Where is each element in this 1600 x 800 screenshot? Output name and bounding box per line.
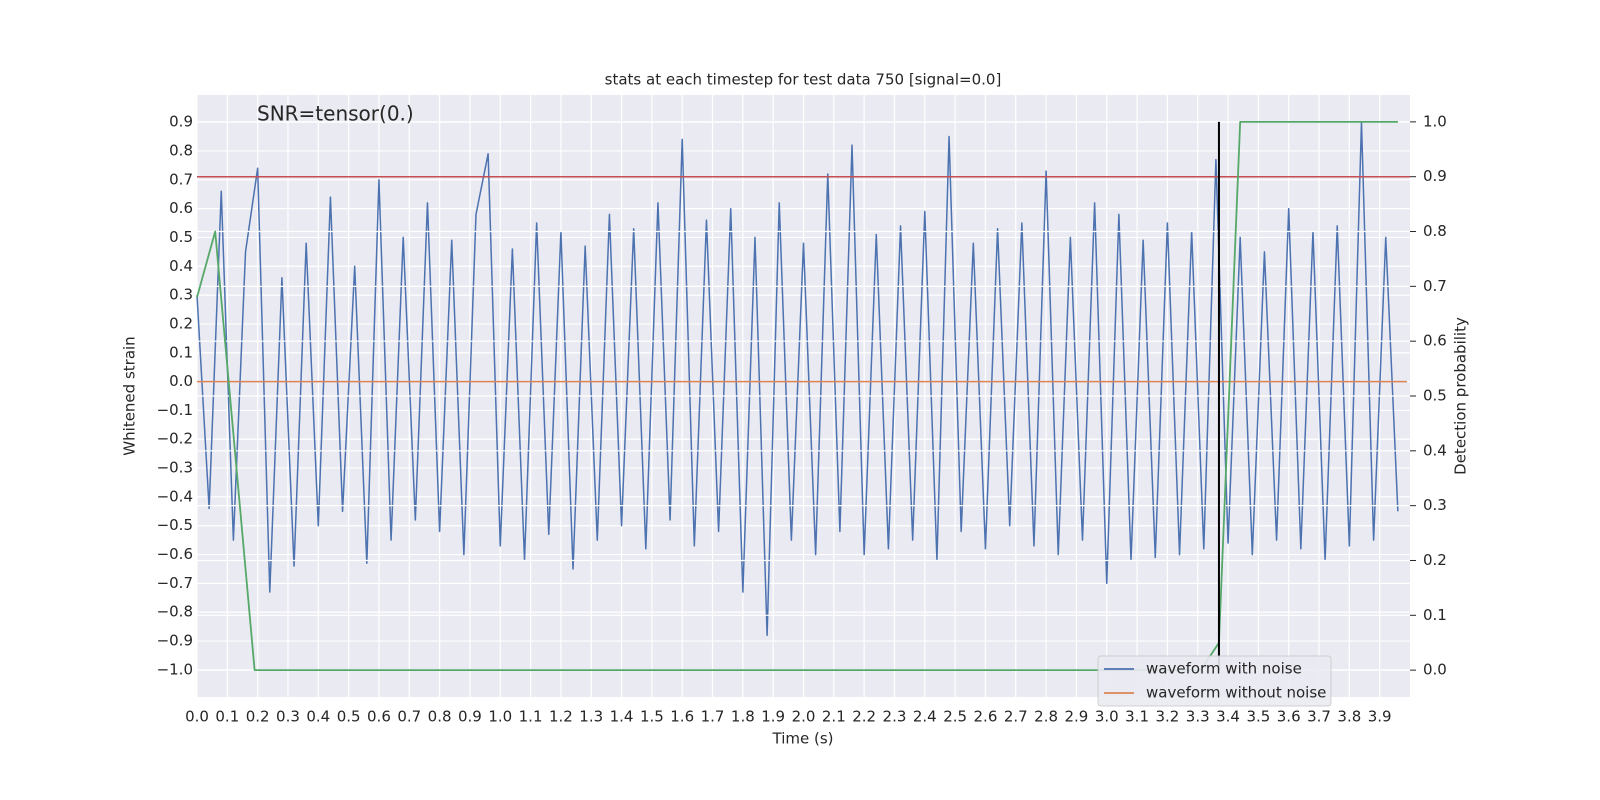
y2-tick-label: 0.8 xyxy=(1423,222,1447,240)
x-tick-label: 2.2 xyxy=(852,708,876,726)
x-tick-label: 3.8 xyxy=(1337,708,1361,726)
y2-tick-label: 0.5 xyxy=(1423,387,1447,405)
y2-tick-label: 0.3 xyxy=(1423,496,1447,514)
x-axis-label: Time (s) xyxy=(772,730,834,748)
y-tick-label: −0.5 xyxy=(157,516,193,534)
y-tick-label: 0.3 xyxy=(169,286,193,304)
y2-tick-label: 0.7 xyxy=(1423,277,1447,295)
x-tick-label: 2.6 xyxy=(974,708,998,726)
x-tick-label: 3.4 xyxy=(1216,708,1240,726)
y-tick-label: 0.9 xyxy=(169,113,193,131)
x-tick-label: 3.7 xyxy=(1307,708,1331,726)
x-tick-label: 0.5 xyxy=(337,708,361,726)
x-tick-label: 1.6 xyxy=(670,708,694,726)
x-tick-label: 1.9 xyxy=(761,708,785,726)
x-tick-label: 0.7 xyxy=(397,708,421,726)
y-tick-label: 0.1 xyxy=(169,343,193,361)
series-line xyxy=(196,120,1398,672)
y-tick-label: 0.6 xyxy=(169,199,193,217)
x-tick-label: 1.8 xyxy=(731,708,755,726)
y-tick-label: −0.6 xyxy=(157,545,193,563)
y-tick-label: −0.7 xyxy=(157,574,193,592)
y-tick-label: 0.7 xyxy=(169,170,193,188)
x-tick-label: 0.0 xyxy=(185,708,209,726)
x-tick-label: 1.5 xyxy=(640,708,664,726)
y2-tick-label: 0.1 xyxy=(1423,606,1447,624)
x-tick-label: 3.2 xyxy=(1155,708,1179,726)
x-tick-label: 2.8 xyxy=(1034,708,1058,726)
y-tick-label: −0.1 xyxy=(157,401,193,419)
y-tick-label: 0.8 xyxy=(169,141,193,159)
x-tick-label: 1.2 xyxy=(549,708,573,726)
x-tick-label: 1.4 xyxy=(610,708,634,726)
x-tick-label: 3.0 xyxy=(1095,708,1119,726)
legend-box xyxy=(1097,655,1332,707)
x-tick-label: 1.0 xyxy=(488,708,512,726)
x-tick-label: 3.1 xyxy=(1125,708,1149,726)
x-tick-label: 0.1 xyxy=(215,708,239,726)
x-tick-label: 1.1 xyxy=(519,708,543,726)
y-tick-label: −0.8 xyxy=(157,603,193,621)
y-tick-label: 0.0 xyxy=(169,372,193,390)
x-tick-label: 3.5 xyxy=(1246,708,1270,726)
y2-tick-label: 0.4 xyxy=(1423,441,1447,459)
x-tick-label: 2.5 xyxy=(943,708,967,726)
x-tick-label: 2.3 xyxy=(883,708,907,726)
legend-label: waveform with noise xyxy=(1146,660,1302,678)
x-tick-label: 2.9 xyxy=(1064,708,1088,726)
x-tick-label: 2.0 xyxy=(792,708,816,726)
chart-title: stats at each timestep for test data 750… xyxy=(605,71,1002,89)
y2-tick-label: 0.2 xyxy=(1423,551,1447,569)
legend: waveform with noise waveform without nois… xyxy=(1097,655,1332,707)
x-tick-label: 3.6 xyxy=(1277,708,1301,726)
y2-tick-label: 0.9 xyxy=(1423,167,1447,185)
x-tick-label: 0.4 xyxy=(306,708,330,726)
y-tick-label: 0.5 xyxy=(169,228,193,246)
y-tick-label: −1.0 xyxy=(157,660,193,678)
x-tick-label: 0.9 xyxy=(458,708,482,726)
y-tick-label: 0.2 xyxy=(169,314,193,332)
x-tick-label: 0.6 xyxy=(367,708,391,726)
y-tick-label: −0.4 xyxy=(157,487,193,505)
series-line xyxy=(196,121,1399,637)
y-tick-label: −0.3 xyxy=(157,459,193,477)
y2-axis-label: Detection probability xyxy=(1452,317,1470,475)
y2-tick-label: 0.6 xyxy=(1423,332,1447,350)
x-tick-label: 0.8 xyxy=(428,708,452,726)
x-tick-label: 1.7 xyxy=(701,708,725,726)
y-tick-label: 0.4 xyxy=(169,257,193,275)
y-axis-label: Whitened strain xyxy=(121,336,139,455)
y2-tick-label: 1.0 xyxy=(1423,112,1447,130)
legend-label: waveform without noise xyxy=(1146,684,1326,702)
x-tick-label: 0.3 xyxy=(276,708,300,726)
y2-tick-label: 0.0 xyxy=(1423,661,1447,679)
x-tick-label: 1.3 xyxy=(579,708,603,726)
x-tick-label: 2.1 xyxy=(822,708,846,726)
x-tick-label: 3.3 xyxy=(1186,708,1210,726)
y-tick-label: −0.2 xyxy=(157,430,193,448)
x-tick-label: 0.2 xyxy=(246,708,270,726)
x-tick-label: 2.7 xyxy=(1004,708,1028,726)
annotation: SNR=tensor(0.) xyxy=(257,102,414,126)
x-tick-label: 2.4 xyxy=(913,708,937,726)
x-tick-label: 3.9 xyxy=(1368,708,1392,726)
y-tick-label: −0.9 xyxy=(157,632,193,650)
